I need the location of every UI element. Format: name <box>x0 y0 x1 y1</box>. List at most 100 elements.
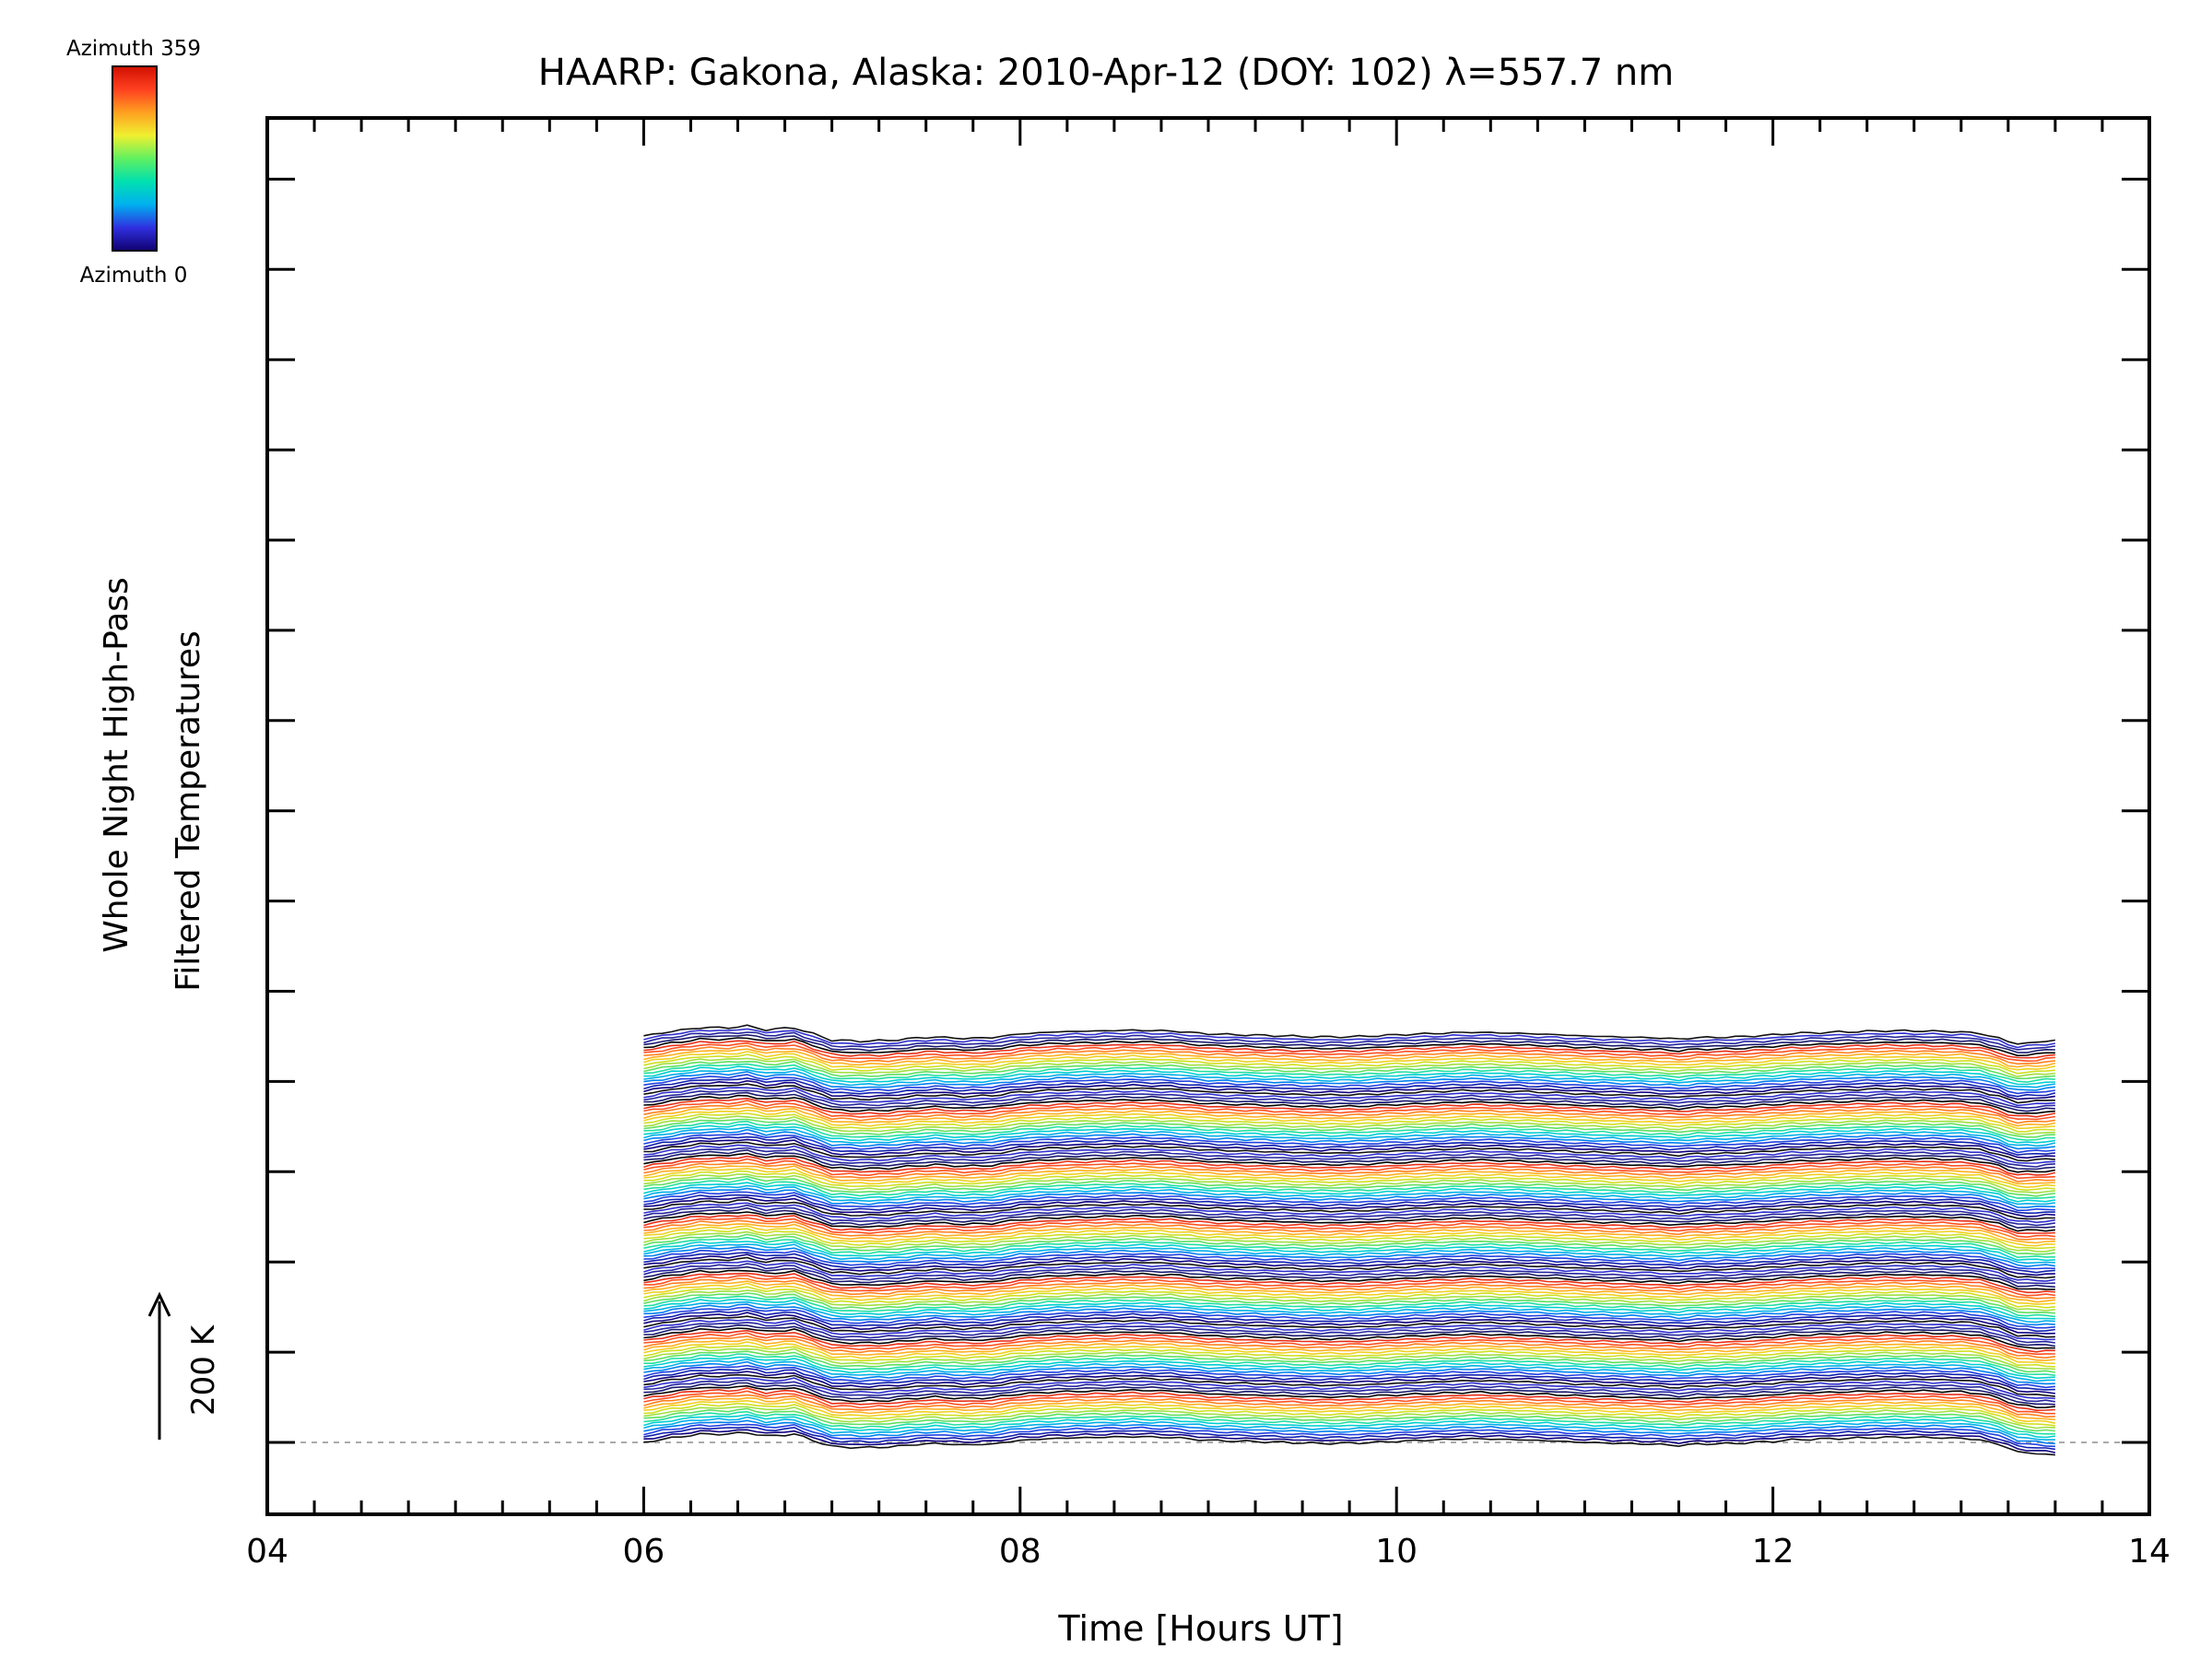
series-line <box>643 1144 2055 1164</box>
series-line <box>643 1419 2055 1445</box>
scale-bar: 200 K <box>147 1291 222 1440</box>
series-line <box>643 1236 2055 1259</box>
series-line <box>643 1165 2055 1185</box>
series-line <box>643 1097 2056 1118</box>
colorbar-bottom-label: Azimuth 0 <box>80 264 188 288</box>
series-line <box>643 1217 2055 1239</box>
series-line <box>643 1178 2055 1199</box>
series-line <box>643 1079 2056 1100</box>
series-line <box>643 1243 2055 1265</box>
series-line <box>643 1329 2055 1353</box>
series-line <box>643 1280 2056 1303</box>
x-axis-label: Time [Hours UT] <box>1057 1608 1343 1649</box>
series-line <box>643 1298 2055 1320</box>
series-line <box>643 1373 2055 1397</box>
series-line <box>643 1406 2055 1430</box>
scale-bar-arrowhead <box>147 1291 171 1317</box>
series-line <box>643 1345 2055 1368</box>
series-line <box>643 1199 2055 1220</box>
series-line <box>643 1277 2055 1300</box>
series-line <box>643 1225 2055 1247</box>
series-line <box>643 1321 2056 1344</box>
series-line <box>643 1083 2055 1104</box>
series-line <box>643 1068 2056 1088</box>
colorbar-top-label: Azimuth 359 <box>66 37 201 61</box>
series-line <box>643 1223 2055 1244</box>
series-line <box>643 1396 2055 1420</box>
series-line <box>643 1253 2055 1277</box>
series-line <box>643 1350 2056 1373</box>
series-line <box>643 1044 2055 1065</box>
series-line <box>643 1233 2055 1255</box>
series-line <box>643 1051 2056 1071</box>
series-line <box>643 1031 2056 1051</box>
series-line <box>643 1194 2055 1215</box>
series-line <box>643 1309 2056 1333</box>
series-line <box>643 1315 2055 1338</box>
series-line <box>643 1132 2055 1154</box>
series-line <box>643 1170 2055 1192</box>
series-line <box>643 1070 2055 1091</box>
series-line <box>643 1364 2055 1389</box>
series-line <box>643 1289 2055 1312</box>
series-line <box>643 1282 2055 1305</box>
series-line <box>643 1360 2055 1385</box>
y-axis-label-line1: Whole Night High-Pass <box>98 577 135 953</box>
x-tick-label: 12 <box>1752 1533 1794 1571</box>
series-line <box>643 1338 2055 1361</box>
series-line <box>643 1416 2055 1441</box>
series-line <box>643 1089 2055 1109</box>
series-line <box>643 1295 2056 1318</box>
series-line <box>643 1024 2056 1045</box>
series-line <box>643 1112 2055 1133</box>
series-line <box>643 1109 2055 1130</box>
series-line <box>643 1206 2055 1230</box>
series-line <box>643 1263 2055 1285</box>
series-line <box>643 1272 2055 1294</box>
series-line <box>643 1187 2055 1208</box>
series-line <box>643 1182 2056 1203</box>
series-line <box>643 1341 2055 1365</box>
x-tick-label: 14 <box>2128 1533 2171 1571</box>
y-axis-label-line2: Filtered Temperatures <box>170 630 207 992</box>
series-line <box>643 1040 2055 1059</box>
series-line <box>643 1312 2055 1335</box>
x-tick-label: 06 <box>622 1533 665 1571</box>
series-line <box>643 1115 2055 1135</box>
series-line <box>643 1152 2056 1173</box>
series-line <box>643 1379 2056 1403</box>
series-line <box>643 1335 2056 1359</box>
x-tick-label: 08 <box>999 1533 1041 1571</box>
series-line <box>643 1175 2056 1197</box>
series-line <box>643 1202 2056 1224</box>
y-axis-label: Whole Night High-Pass Filtered Temperatu… <box>98 577 207 992</box>
series-line <box>643 1128 2055 1150</box>
series-line <box>643 1191 2055 1212</box>
series-line <box>643 1120 2055 1141</box>
series-line <box>643 1327 2055 1349</box>
series-line <box>643 1074 2056 1095</box>
series-line <box>643 1041 2055 1063</box>
series-line <box>643 1158 2055 1180</box>
series-line <box>643 1371 2056 1394</box>
series-line <box>643 1407 2055 1432</box>
series-line <box>643 1399 2056 1424</box>
series-line <box>643 1402 2055 1427</box>
series-line <box>643 1091 2055 1112</box>
series-line <box>643 1332 2055 1356</box>
series-line <box>643 1387 2055 1412</box>
series-line <box>643 1252 2055 1274</box>
series-line <box>643 1065 2055 1086</box>
series-line <box>643 1358 2055 1382</box>
series-line <box>643 1161 2055 1182</box>
series-line <box>643 1048 2056 1068</box>
series-line <box>643 1414 2056 1439</box>
series-layer <box>643 1024 2056 1456</box>
series-line <box>643 1100 2056 1121</box>
series-line <box>643 1028 2056 1049</box>
series-line <box>643 1126 2056 1147</box>
series-line <box>643 1138 2055 1159</box>
series-line <box>643 1384 2055 1409</box>
series-line <box>643 1245 2056 1267</box>
